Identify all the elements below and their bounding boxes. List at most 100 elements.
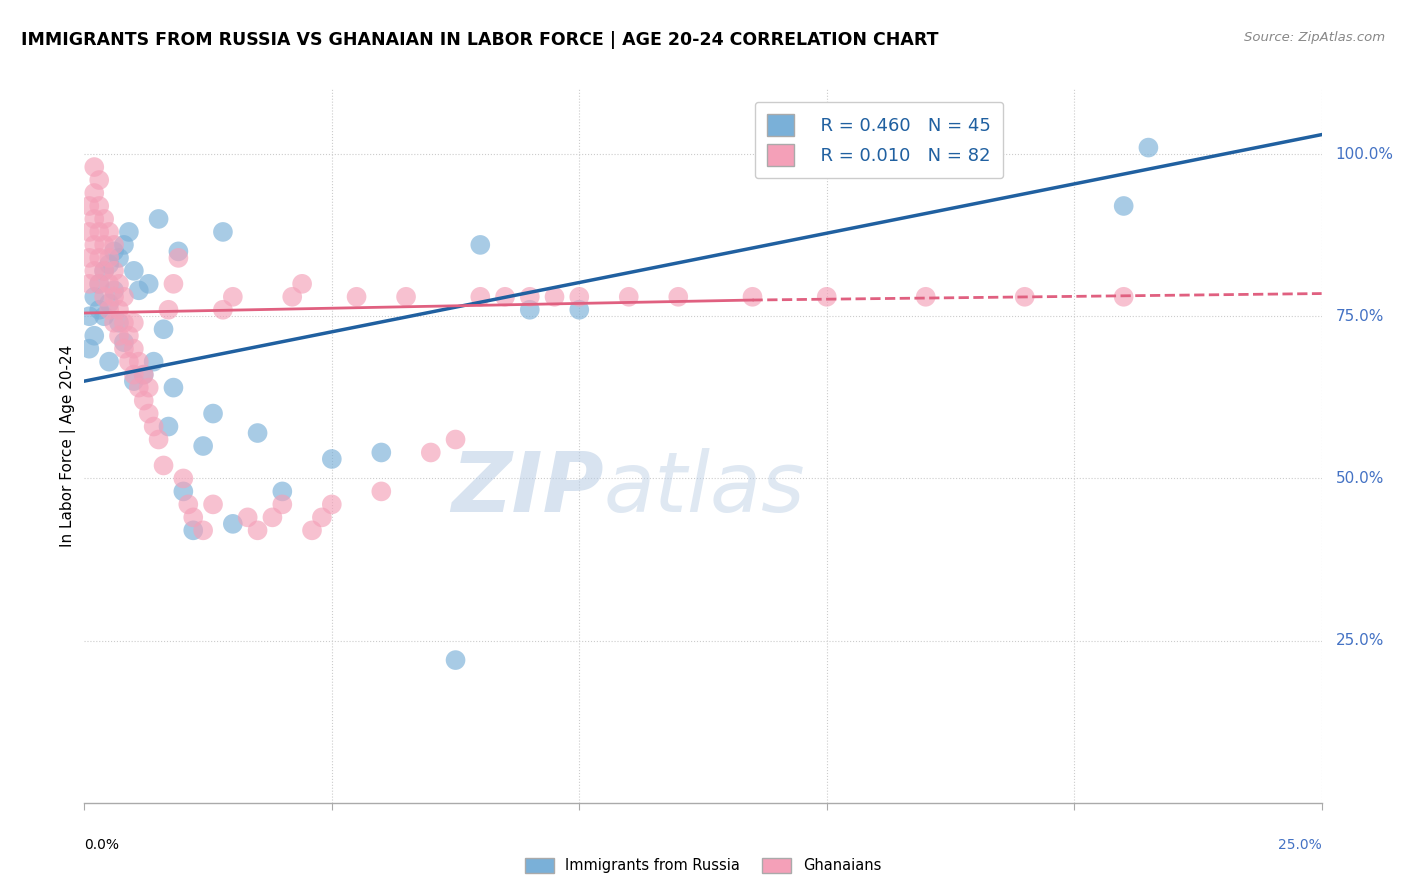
- Point: [181, 510, 204, 524]
- Point: [132, 393, 155, 408]
- Point: [122, 264, 145, 278]
- Text: 25.0%: 25.0%: [1336, 633, 1384, 648]
- Point: [301, 524, 323, 538]
- Point: [212, 302, 235, 317]
- Point: [83, 290, 105, 304]
- Point: [519, 290, 541, 304]
- Point: [470, 290, 492, 304]
- Point: [118, 225, 141, 239]
- Point: [157, 302, 180, 317]
- Point: [89, 277, 111, 291]
- Point: [98, 225, 121, 239]
- Point: [1112, 199, 1135, 213]
- Point: [93, 264, 115, 278]
- Point: [93, 211, 115, 226]
- Point: [202, 497, 225, 511]
- Text: 100.0%: 100.0%: [1336, 146, 1393, 161]
- Point: [152, 322, 174, 336]
- Point: [108, 302, 131, 317]
- Point: [103, 238, 125, 252]
- Point: [172, 471, 194, 485]
- Point: [79, 342, 101, 356]
- Point: [79, 199, 101, 213]
- Point: [370, 484, 392, 499]
- Point: [89, 199, 111, 213]
- Point: [83, 238, 105, 252]
- Point: [128, 354, 150, 368]
- Point: [1112, 290, 1135, 304]
- Point: [142, 354, 165, 368]
- Point: [83, 211, 105, 226]
- Point: [246, 524, 269, 538]
- Point: [666, 290, 689, 304]
- Point: [79, 225, 101, 239]
- Point: [138, 277, 160, 291]
- Point: [1137, 140, 1160, 154]
- Legend: Immigrants from Russia, Ghanaians: Immigrants from Russia, Ghanaians: [517, 850, 889, 880]
- Point: [470, 238, 492, 252]
- Point: [83, 186, 105, 200]
- Text: 75.0%: 75.0%: [1336, 309, 1384, 324]
- Legend:   R = 0.460   N = 45,   R = 0.010   N = 82: R = 0.460 N = 45, R = 0.010 N = 82: [755, 102, 1004, 178]
- Point: [246, 425, 269, 440]
- Point: [112, 238, 135, 252]
- Point: [444, 653, 467, 667]
- Point: [93, 238, 115, 252]
- Point: [103, 244, 125, 259]
- Point: [103, 283, 125, 297]
- Point: [167, 244, 190, 259]
- Point: [112, 316, 135, 330]
- Point: [617, 290, 640, 304]
- Point: [128, 381, 150, 395]
- Point: [98, 277, 121, 291]
- Text: IMMIGRANTS FROM RUSSIA VS GHANAIAN IN LABOR FORCE | AGE 20-24 CORRELATION CHART: IMMIGRANTS FROM RUSSIA VS GHANAIAN IN LA…: [21, 31, 939, 49]
- Point: [103, 316, 125, 330]
- Point: [444, 433, 467, 447]
- Point: [79, 277, 101, 291]
- Point: [122, 368, 145, 382]
- Y-axis label: In Labor Force | Age 20-24: In Labor Force | Age 20-24: [60, 345, 76, 547]
- Point: [271, 484, 294, 499]
- Point: [262, 510, 284, 524]
- Point: [419, 445, 441, 459]
- Point: [98, 251, 121, 265]
- Point: [519, 302, 541, 317]
- Point: [395, 290, 418, 304]
- Point: [191, 439, 214, 453]
- Point: [212, 225, 235, 239]
- Point: [311, 510, 333, 524]
- Point: [181, 524, 204, 538]
- Point: [83, 264, 105, 278]
- Point: [89, 277, 111, 291]
- Point: [118, 354, 141, 368]
- Point: [93, 310, 115, 324]
- Point: [93, 290, 115, 304]
- Text: 25.0%: 25.0%: [1278, 838, 1322, 853]
- Point: [222, 290, 245, 304]
- Point: [321, 497, 343, 511]
- Point: [177, 497, 200, 511]
- Point: [741, 290, 763, 304]
- Point: [138, 407, 160, 421]
- Text: ZIP: ZIP: [451, 449, 605, 529]
- Point: [98, 354, 121, 368]
- Point: [291, 277, 314, 291]
- Point: [162, 381, 184, 395]
- Point: [108, 328, 131, 343]
- Point: [494, 290, 516, 304]
- Point: [236, 510, 259, 524]
- Point: [222, 516, 245, 531]
- Point: [281, 290, 304, 304]
- Point: [132, 368, 155, 382]
- Point: [89, 302, 111, 317]
- Point: [93, 264, 115, 278]
- Point: [98, 257, 121, 271]
- Point: [148, 433, 170, 447]
- Point: [162, 277, 184, 291]
- Point: [89, 173, 111, 187]
- Point: [167, 251, 190, 265]
- Point: [122, 316, 145, 330]
- Point: [89, 225, 111, 239]
- Point: [83, 328, 105, 343]
- Point: [172, 484, 194, 499]
